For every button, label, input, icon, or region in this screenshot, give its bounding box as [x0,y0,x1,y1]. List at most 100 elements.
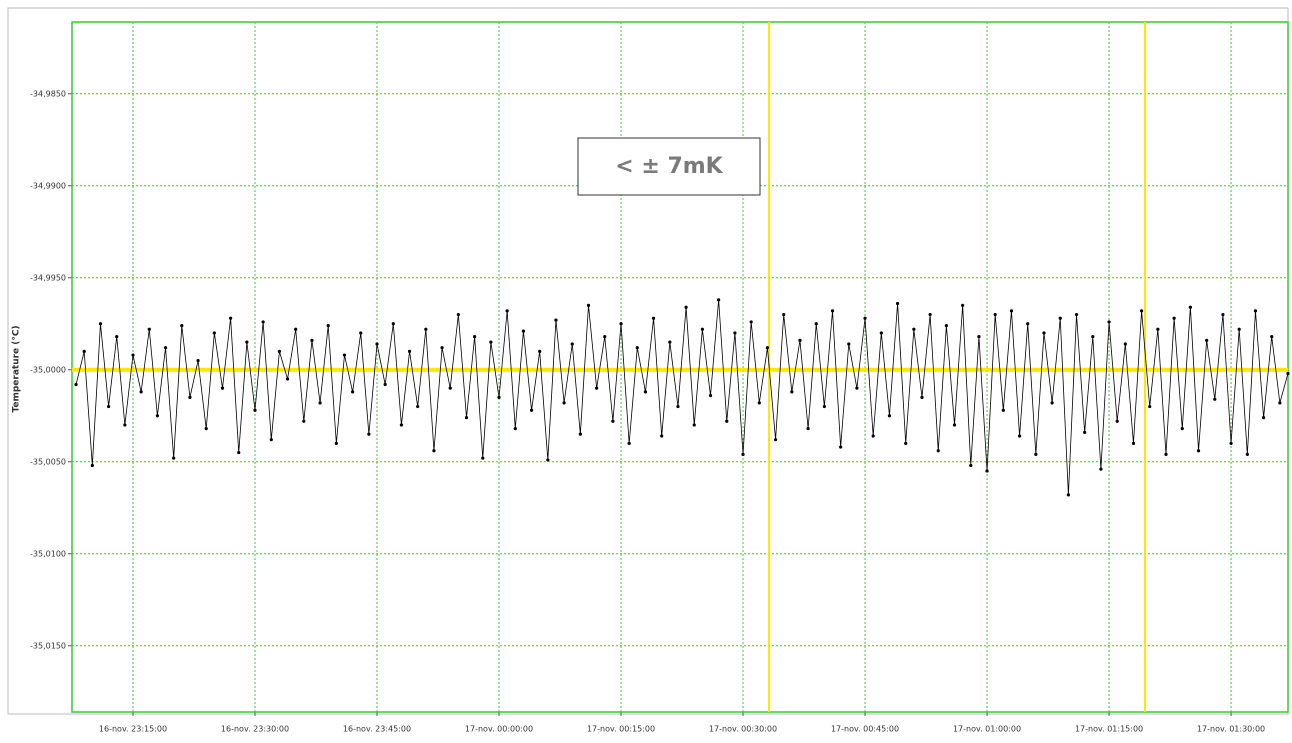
data-point [554,318,558,322]
data-point [822,404,826,409]
data-point [969,463,973,468]
y-tick-label: -35,0050 [30,457,66,466]
data-point [1156,327,1160,331]
data-point [562,401,566,405]
data-point [212,331,216,335]
data-point [277,349,282,353]
data-point [464,416,469,420]
data-point [814,322,818,326]
data-point [700,327,704,331]
data-point [237,450,241,455]
data-point [912,327,916,331]
data-point [269,438,273,442]
data-point [342,353,347,357]
data-point [285,377,290,381]
data-point [684,305,688,309]
y-tick-label: -35,0150 [30,641,66,650]
data-point [204,427,208,431]
data-point [1229,441,1233,445]
data-point [1253,309,1258,313]
data-point [830,309,835,313]
x-tick-label: 17-nov. 00:45:00 [831,725,899,734]
data-point [505,309,509,313]
x-tick-label: 17-nov. 01:00:00 [953,725,1021,734]
data-point [74,382,78,387]
data-point [529,408,534,412]
data-point [627,441,631,445]
data-point [424,327,428,331]
data-point [1213,397,1217,401]
data-point [595,386,599,390]
data-point [497,395,501,399]
data-point [1131,441,1136,445]
data-point [1245,452,1249,456]
data-point [1099,467,1103,471]
data-point [1237,327,1241,331]
data-point [798,338,802,342]
data-point [481,456,485,460]
data-point [806,427,810,431]
data-point [895,301,900,306]
data-point [944,324,948,328]
x-tick-label: 17-nov. 00:30:00 [709,725,777,734]
y-tick-label: -34,9850 [30,89,66,98]
data-point [546,458,550,462]
data-point [310,338,314,342]
data-point [1083,430,1087,434]
data-point [188,395,192,399]
y-tick-label: -34,9900 [30,181,66,190]
data-point [180,324,184,328]
data-point [1066,493,1070,497]
data-point [1205,338,1209,342]
data-point [741,452,745,456]
data-point [1221,312,1225,317]
data-point [367,432,371,436]
y-tick-label: -35,0000 [30,365,66,374]
plot-area: -34,9850 -34,9900 -34,9950 -35,0000 -35,0050… [30,21,1290,734]
data-point [708,393,713,398]
data-point [383,382,387,387]
data-line [75,299,1289,495]
data-point [489,340,493,344]
annotation: < ± 7mK [615,154,723,179]
data-point [586,303,591,307]
data-point [334,441,338,445]
data-point [635,346,639,350]
data-point [928,312,932,317]
data-point [172,456,176,460]
x-tick-label: 17-nov. 00:15:00 [587,725,655,734]
data-point [82,349,86,353]
data-point [863,316,867,320]
data-point [131,353,135,357]
data-point [733,331,737,335]
data-point [456,312,460,317]
data-point [432,449,436,453]
data-point [993,312,997,317]
x-tick-label: 17-nov. 00:00:00 [465,725,533,734]
data-point [147,327,151,331]
data-point [302,419,306,423]
data-point [220,386,225,390]
data-point [375,342,379,346]
data-point [1148,404,1152,409]
data-point [1278,401,1282,405]
data-point [115,335,119,339]
data-point [765,346,770,350]
data-point [407,349,412,353]
data-point [513,427,517,431]
data-point [1034,452,1038,456]
data-point [1026,322,1030,326]
data-point [660,434,664,438]
data-point [1107,320,1111,324]
data-point [1164,452,1168,456]
data-point [1058,316,1062,320]
data-point [391,322,395,326]
data-point [473,335,477,339]
data-point [985,469,989,473]
data-point [107,404,111,409]
data-point [1009,309,1014,313]
data-point [879,331,883,335]
data-point [1172,316,1176,320]
